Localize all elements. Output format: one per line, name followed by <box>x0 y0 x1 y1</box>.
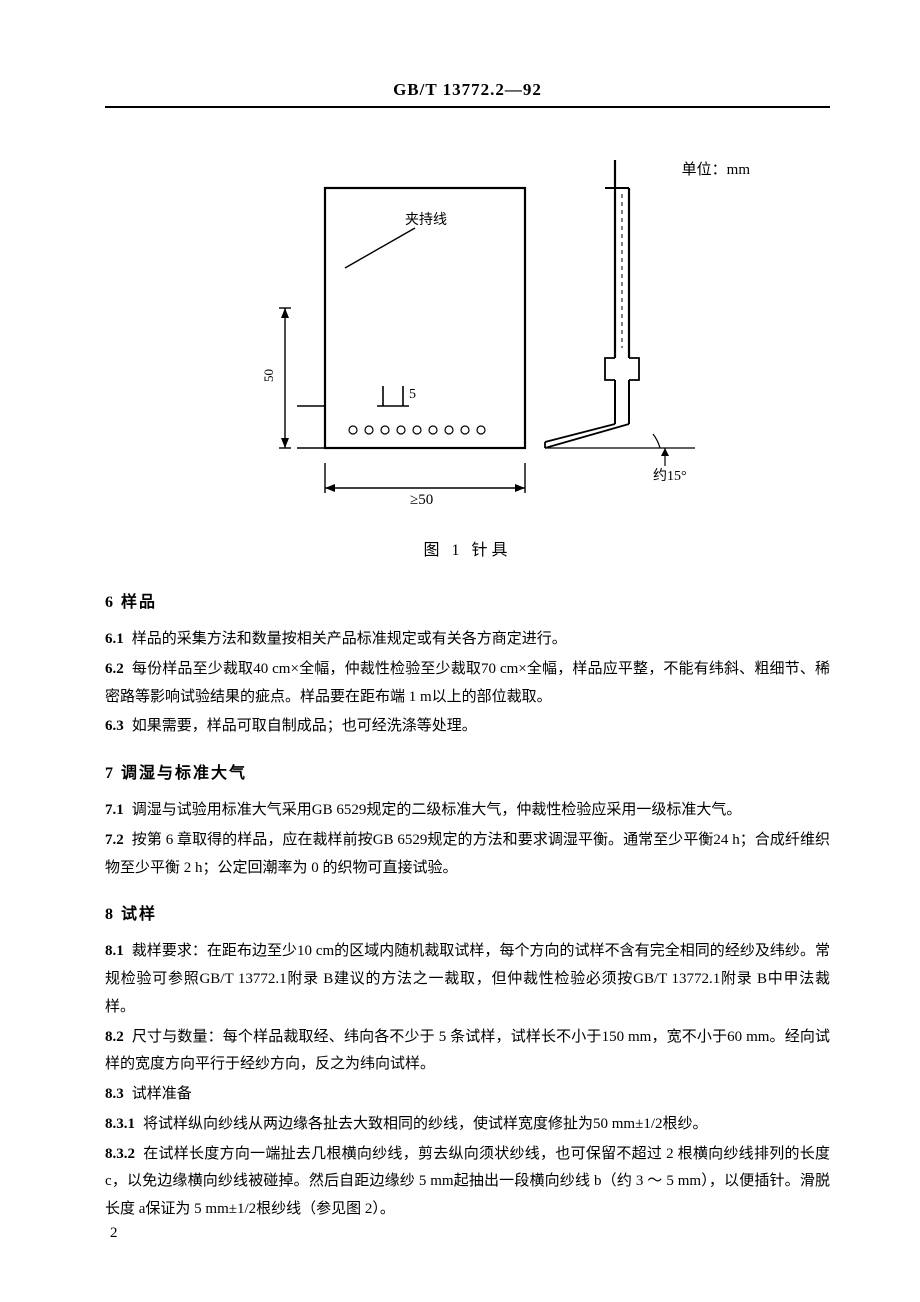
section-8-heading: 8 试样 <box>105 900 830 924</box>
clause-text: 每份样品至少裁取40 cm×全幅，仲裁性检验至少裁取70 cm×全幅，样品应平整… <box>105 661 830 705</box>
clause-num: 8.3 <box>105 1086 124 1102</box>
section-7-heading: 7 调湿与标准大气 <box>105 759 830 783</box>
clause-6-2: 6.2每份样品至少裁取40 cm×全幅，仲裁性检验至少裁取70 cm×全幅，样品… <box>105 656 830 712</box>
clause-text: 将试样纵向纱线从两边缘各扯去大致相同的纱线，使试样宽度修扯为50 mm±1/2根… <box>143 1116 708 1132</box>
clause-8-1: 8.1裁样要求：在距布边至少10 cm的区域内随机裁取试样，每个方向的试样不含有… <box>105 938 830 1021</box>
clause-6-3: 6.3 如果需要，样品可取自制成品；也可经洗涤等处理。 <box>105 713 830 741</box>
gap-5-label: 5 <box>409 387 416 402</box>
clause-6-1: 6.1 样品的采集方法和数量按相关产品标准规定或有关各方商定进行。 <box>105 626 830 654</box>
clause-text: 试样准备 <box>132 1086 192 1102</box>
clause-num: 8.2 <box>105 1029 124 1045</box>
clause-8-2: 8.2尺寸与数量：每个样品裁取经、纬向各不少于 5 条试样，试样长不小于150 … <box>105 1024 830 1080</box>
needle-diagram: 夹持线 5 <box>105 148 825 518</box>
clause-7-2: 7.2按第 6 章取得的样品，应在裁样前按GB 6529规定的方法和要求调湿平衡… <box>105 827 830 883</box>
clause-num: 6.3 <box>105 718 124 734</box>
clause-8-3: 8.3 试样准备 <box>105 1081 830 1109</box>
figure-caption: 图 1 针具 <box>105 536 830 560</box>
clause-num: 8.3.1 <box>105 1116 135 1132</box>
standard-code: GB/T 13772.2—92 <box>105 80 830 106</box>
section-6-heading: 6 样品 <box>105 588 830 612</box>
clause-num: 7.1 <box>105 802 124 818</box>
clause-num: 7.2 <box>105 832 124 848</box>
figure-1: 单位：mm 夹持线 5 <box>105 148 830 518</box>
angle-label: 约15° <box>653 468 687 484</box>
clause-num: 6.1 <box>105 631 124 647</box>
width-min-label: ≥50 <box>410 492 433 508</box>
unit-label: 单位：mm <box>682 158 750 179</box>
clause-8-3-2: 8.3.2在试样长度方向一端扯去几根横向纱线，剪去纵向须状纱线，也可保留不超过 … <box>105 1141 830 1224</box>
clause-7-1: 7.1 调湿与试验用标准大气采用GB 6529规定的二级标准大气，仲裁性检验应采用… <box>105 797 830 825</box>
clause-text: 按第 6 章取得的样品，应在裁样前按GB 6529规定的方法和要求调湿平衡。通常… <box>105 832 830 876</box>
page-number: 2 <box>110 1225 118 1242</box>
clause-8-3-1: 8.3.1 将试样纵向纱线从两边缘各扯去大致相同的纱线，使试样宽度修扯为50 mm… <box>105 1111 830 1139</box>
clause-text: 裁样要求：在距布边至少10 cm的区域内随机裁取试样，每个方向的试样不含有完全相… <box>105 943 830 1015</box>
clause-text: 调湿与试验用标准大气采用GB 6529规定的二级标准大气，仲裁性检验应采用一级标… <box>132 802 742 818</box>
height-50-label: 50 <box>261 369 276 382</box>
clause-num: 8.3.2 <box>105 1146 135 1162</box>
clause-num: 8.1 <box>105 943 124 959</box>
clause-text: 在试样长度方向一端扯去几根横向纱线，剪去纵向须状纱线，也可保留不超过 2 根横向… <box>105 1146 830 1218</box>
clause-text: 样品的采集方法和数量按相关产品标准规定或有关各方商定进行。 <box>132 631 567 647</box>
header-rule <box>105 106 830 108</box>
clamp-line-label: 夹持线 <box>405 212 447 228</box>
clause-text: 尺寸与数量：每个样品裁取经、纬向各不少于 5 条试样，试样长不小于150 mm，… <box>105 1029 830 1073</box>
clause-text: 如果需要，样品可取自制成品；也可经洗涤等处理。 <box>132 718 477 734</box>
clause-num: 6.2 <box>105 661 124 677</box>
